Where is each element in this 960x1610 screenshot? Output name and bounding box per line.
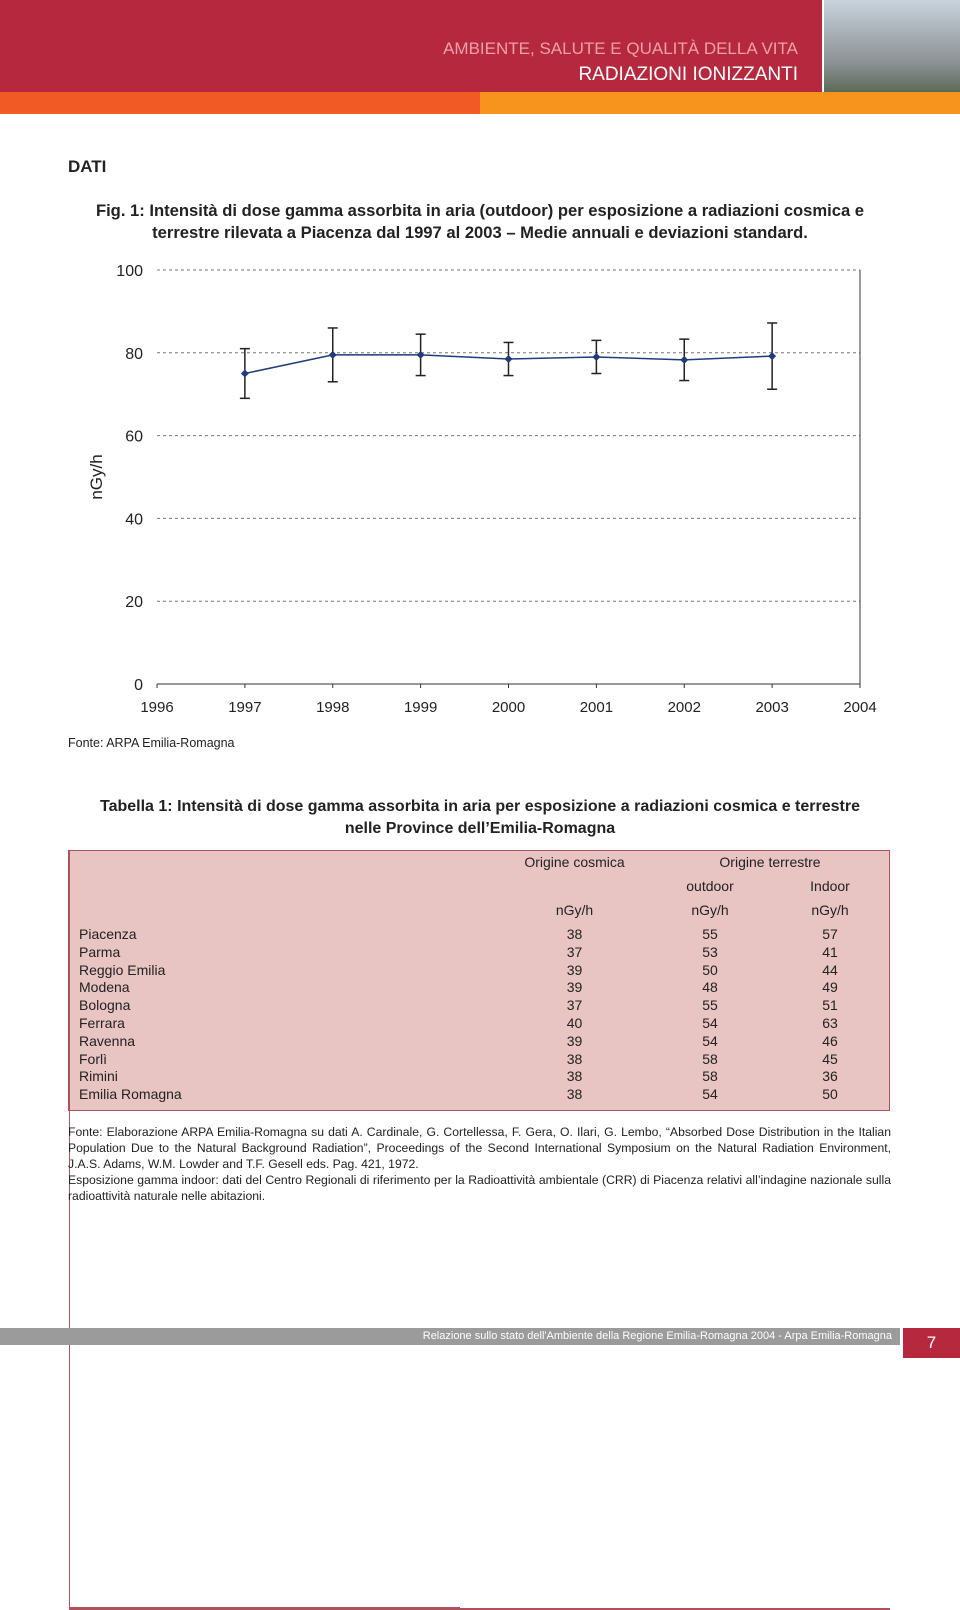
chart: 0 20 40 60 80 100 1996 1997 1998 1999 2000 2001 2002… [87, 263, 877, 716]
y-tick-label: 100 [116, 263, 143, 280]
y-tick-label: 20 [125, 594, 143, 611]
table-value: 39 [566, 1032, 583, 1049]
table-value: 53 [702, 943, 718, 960]
column-rule [69, 1043, 70, 1231]
row-label: Bologna [79, 997, 131, 1014]
table-value: 40 [566, 1015, 583, 1031]
row-label: Emilia Romagna [79, 1086, 182, 1103]
table-value: 39 [566, 961, 583, 978]
table-value: 41 [822, 943, 838, 960]
y-tick-label: 40 [125, 511, 143, 528]
table: Origine cosmica Origine terrestre outdoor I… [68, 850, 890, 1610]
table-value: 48 [702, 979, 718, 996]
table-value: 38 [566, 926, 583, 942]
x-tick-label: 2000 [492, 699, 525, 716]
row-label: Parma [79, 943, 121, 960]
table-value: 38 [566, 1068, 583, 1085]
header-image [824, 0, 960, 92]
point [592, 352, 601, 361]
x-tick-label: 1998 [316, 699, 349, 716]
row-label: Ravenna [79, 1032, 136, 1049]
table-value: 55 [702, 997, 718, 1014]
point [328, 350, 337, 359]
y-tick-label: 0 [134, 677, 143, 694]
orange-bar [480, 92, 960, 114]
cell group-header: Origine terrestre [719, 854, 821, 870]
chart-source: Fonte: ARPA Emilia-Romagna [68, 736, 235, 750]
note: Fonte: Elaborazione ARPA Emilia-Romagna … [68, 1125, 891, 1171]
row-label: Forlì [79, 1050, 107, 1067]
table-value: 49 [822, 979, 838, 996]
table-value: 55 [702, 926, 718, 942]
column-rule [69, 971, 70, 1043]
orange-bar [0, 92, 480, 114]
table-value: 37 [566, 943, 583, 960]
point [240, 369, 249, 378]
table-value: 44 [822, 961, 838, 978]
chart-title: Fig. 1: Intensità di dose gamma assorbit… [95, 201, 865, 242]
table-value: 39 [566, 979, 583, 996]
point [504, 355, 513, 364]
page-number: 7 [903, 1328, 960, 1358]
unit-header: nGy/h [811, 902, 849, 918]
table-value: 58 [702, 1050, 718, 1067]
x-tick-label: 1996 [140, 699, 173, 716]
table-value: 50 [822, 1086, 838, 1103]
y-tick-label: 60 [125, 429, 143, 446]
table-value: 50 [702, 961, 718, 978]
x-tick-label: 2004 [843, 699, 876, 716]
note: Esposizione gamma indoor: dati del Centr… [68, 1173, 891, 1203]
table-value: 38 [566, 1050, 583, 1067]
table-value: 37 [566, 997, 583, 1014]
x-tick-label: 2002 [668, 699, 701, 716]
row-label: Piacenza [79, 926, 137, 942]
header-line2: RADIAZIONI IONIZZANTI [578, 64, 798, 85]
table-value: 38 [566, 1086, 583, 1103]
row-label: Reggio Emilia [79, 961, 166, 978]
table-value: 46 [822, 1032, 838, 1049]
table-value: 36 [822, 1068, 838, 1085]
row-label: Ferrara [79, 1015, 125, 1031]
cell sub-header: Indoor [810, 878, 850, 894]
header-bar [0, 0, 822, 92]
section-title: DATI [68, 157, 107, 176]
table-value: 54 [702, 1086, 718, 1103]
column-rule [69, 1231, 70, 1419]
row-label: Modena [79, 979, 130, 996]
table-value: 45 [822, 1050, 838, 1067]
y-axis-label: nGy/h [87, 454, 106, 499]
point [680, 355, 689, 364]
unit-header: nGy/h [691, 902, 729, 918]
footer-text: Relazione sullo stato dell'Ambiente dell… [422, 1330, 892, 1342]
y-tick-label: 80 [125, 346, 143, 363]
footer-bar [0, 1328, 900, 1345]
column-rule [69, 923, 70, 971]
cell sub-header: outdoor [686, 878, 734, 894]
column-rule [69, 1419, 70, 1607]
table-value: 51 [822, 997, 838, 1014]
header-line1: AMBIENTE, SALUTE E QUALITÀ DELLA VITA [443, 39, 798, 58]
table-title: Tabella 1: Intensità di dose gamma assor… [100, 798, 860, 837]
x-tick-label: 1997 [228, 699, 261, 716]
x-tick-label: 2003 [755, 699, 788, 716]
table-value: 54 [702, 1032, 718, 1049]
column-rule [69, 851, 70, 923]
table-value: 57 [822, 926, 838, 942]
point [416, 350, 425, 359]
unit-header: nGy/h [555, 902, 594, 918]
table-value: 63 [822, 1015, 838, 1031]
row-label: Rimini [79, 1068, 118, 1085]
x-tick-label: 2001 [580, 699, 613, 716]
x-tick-label: 1999 [404, 699, 437, 716]
table-value: 58 [702, 1068, 718, 1085]
point [768, 352, 777, 361]
table-value: 54 [702, 1015, 718, 1031]
cell group-header: Origine cosmica [524, 854, 625, 870]
